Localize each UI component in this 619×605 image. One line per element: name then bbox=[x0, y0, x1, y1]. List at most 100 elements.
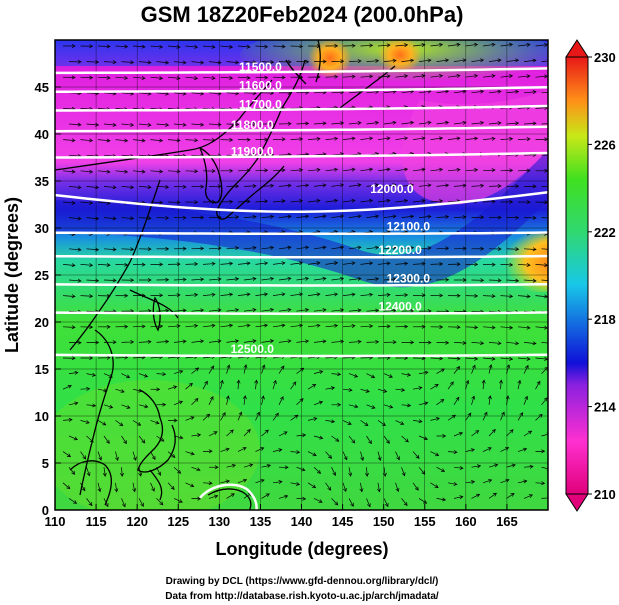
wind-vector bbox=[313, 498, 323, 503]
wind-vector-head bbox=[427, 277, 432, 282]
wind-vector bbox=[488, 429, 496, 437]
colorbar-tick-label: 222 bbox=[594, 225, 616, 240]
wind-vector bbox=[185, 383, 193, 390]
wind-vector bbox=[68, 217, 81, 220]
wind-vector-head bbox=[550, 310, 553, 313]
wind-vector bbox=[535, 414, 543, 421]
wind-vector bbox=[278, 495, 288, 499]
wind-vector-head bbox=[386, 292, 391, 297]
wind-vector bbox=[290, 138, 303, 140]
wind-vector-head bbox=[474, 136, 479, 141]
wind-vector bbox=[261, 278, 274, 281]
wind-vector-head bbox=[359, 488, 364, 493]
wind-vector bbox=[255, 324, 268, 328]
wind-vector bbox=[395, 420, 404, 425]
wind-vector-head bbox=[470, 448, 475, 453]
wind-vector bbox=[500, 75, 513, 78]
wind-vector bbox=[541, 397, 548, 406]
wind-vector bbox=[97, 451, 102, 461]
wind-vector-head bbox=[348, 472, 353, 477]
wind-vector-head bbox=[264, 44, 269, 49]
wind-vector-head bbox=[162, 402, 167, 407]
wind-vector bbox=[208, 92, 221, 95]
wind-vector-head bbox=[459, 495, 464, 500]
wind-vector bbox=[290, 293, 303, 296]
wind-vector-head bbox=[403, 136, 409, 141]
wind-vector-head bbox=[455, 396, 460, 401]
wind-vector-head bbox=[260, 395, 265, 400]
wind-vector bbox=[366, 184, 379, 187]
wind-vector bbox=[103, 248, 116, 250]
contour-label: 11600.0 bbox=[239, 79, 282, 93]
wind-vector bbox=[488, 342, 501, 344]
wind-vector bbox=[86, 279, 99, 282]
wind-vector-head bbox=[204, 380, 208, 385]
wind-vector-head bbox=[281, 137, 286, 142]
wind-vector bbox=[86, 373, 96, 376]
wind-vector-head bbox=[517, 379, 522, 384]
wind-vector bbox=[150, 170, 163, 173]
wind-vector-head bbox=[71, 200, 76, 205]
wind-vector-head bbox=[208, 449, 213, 454]
wind-vector bbox=[278, 246, 291, 250]
wind-vector bbox=[307, 451, 317, 456]
wind-vector bbox=[62, 482, 71, 489]
wind-vector bbox=[418, 402, 428, 406]
wind-vector bbox=[313, 122, 326, 125]
wind-vector-head bbox=[501, 411, 505, 416]
wind-vector-head bbox=[375, 58, 380, 63]
wind-vector bbox=[296, 398, 304, 406]
wind-vector-head bbox=[369, 74, 374, 79]
wind-vector bbox=[167, 45, 180, 48]
wind-vector-head bbox=[386, 324, 391, 329]
wind-vector bbox=[348, 91, 361, 94]
wind-vector-head bbox=[147, 122, 152, 127]
wind-vector-head bbox=[497, 341, 502, 346]
wind-vector bbox=[436, 216, 449, 218]
wind-vector bbox=[517, 75, 530, 78]
wind-vector bbox=[430, 357, 443, 359]
wind-vector-head bbox=[351, 43, 356, 48]
wind-vector bbox=[342, 76, 355, 78]
wind-vector-head bbox=[506, 364, 511, 369]
wind-vector-head bbox=[543, 397, 548, 402]
wind-vector bbox=[243, 429, 251, 437]
wind-vector bbox=[436, 247, 449, 250]
wind-vector bbox=[86, 404, 96, 407]
wind-vector-head bbox=[357, 245, 362, 250]
wind-vector bbox=[237, 412, 242, 421]
wind-vector bbox=[360, 388, 370, 393]
wind-vector bbox=[383, 122, 396, 125]
y-tick-label: 30 bbox=[35, 221, 49, 236]
wind-vector bbox=[517, 357, 530, 360]
wind-vector bbox=[255, 380, 257, 390]
wind-vector-head bbox=[427, 183, 432, 188]
wind-vector-head bbox=[392, 214, 397, 219]
wind-vector-head bbox=[130, 185, 135, 190]
wind-vector-head bbox=[369, 43, 374, 48]
wind-vector bbox=[191, 154, 204, 157]
wind-vector-head bbox=[456, 73, 461, 78]
wind-vector-head bbox=[211, 261, 216, 266]
wind-vector-head bbox=[396, 456, 400, 461]
wind-vector-head bbox=[305, 214, 310, 219]
wind-vector bbox=[401, 467, 405, 476]
wind-vector bbox=[465, 75, 478, 78]
wind-vector-head bbox=[151, 487, 155, 492]
wind-vector-head bbox=[312, 384, 317, 388]
wind-vector-head bbox=[89, 355, 94, 360]
wind-vector-head bbox=[299, 398, 304, 403]
wind-vector-head bbox=[72, 500, 78, 504]
wind-vector bbox=[191, 92, 204, 95]
wind-vector bbox=[290, 451, 300, 453]
wind-vector bbox=[360, 168, 373, 172]
wind-vector-head bbox=[351, 167, 356, 172]
wind-vector-head bbox=[404, 324, 409, 329]
wind-vector bbox=[208, 340, 221, 343]
wind-vector bbox=[412, 168, 425, 172]
contour-label: 11800.0 bbox=[231, 118, 274, 132]
wind-vector-head bbox=[528, 494, 533, 498]
wind-vector bbox=[150, 76, 163, 79]
wind-vector bbox=[517, 44, 530, 47]
wind-vector bbox=[272, 412, 279, 421]
